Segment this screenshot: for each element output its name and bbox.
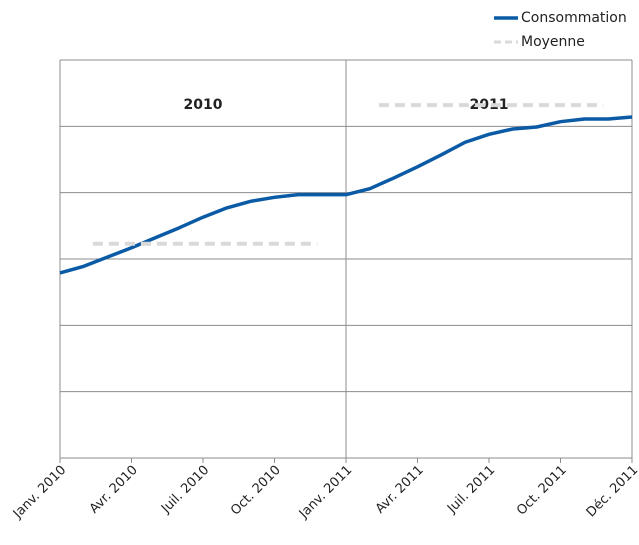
x-tick-label: Avr. 2011 [373, 463, 427, 517]
x-tick-label: Oct. 2011 [514, 463, 570, 519]
x-tick-label: Déc. 2011 [584, 463, 639, 521]
x-tick-label: Janv. 2011 [296, 463, 355, 522]
band-label: 2010 [184, 97, 223, 113]
legend-label: Moyenne [521, 34, 585, 50]
x-tick-label: Avr. 2010 [87, 463, 141, 517]
x-tick-label: Juil. 2010 [158, 463, 212, 517]
band-label: 2011 [470, 97, 509, 113]
series-line [59, 115, 633, 275]
x-tick-label: Juil. 2011 [444, 463, 498, 517]
legend-label: Consommation [521, 10, 627, 26]
x-tick-label: Janv. 2010 [10, 463, 69, 522]
x-tick-label: Oct. 2010 [228, 463, 284, 519]
